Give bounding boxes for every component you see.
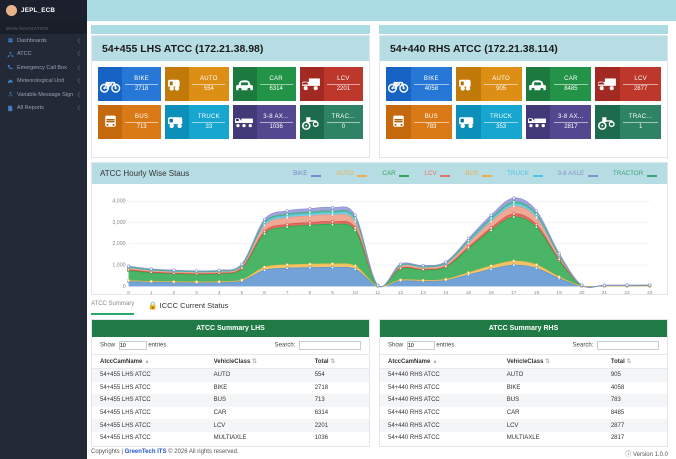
svg-text:8: 8: [309, 290, 312, 296]
svg-text:6: 6: [263, 290, 266, 296]
svg-text:23: 23: [647, 290, 653, 296]
svg-text:3,000: 3,000: [112, 220, 125, 226]
svg-text:16: 16: [488, 290, 494, 296]
svg-text:9: 9: [331, 290, 334, 296]
svg-text:0: 0: [123, 284, 126, 290]
svg-text:10: 10: [352, 290, 358, 296]
svg-text:1,000: 1,000: [112, 263, 125, 269]
svg-text:13: 13: [420, 290, 426, 296]
svg-text:1: 1: [150, 290, 153, 296]
svg-text:2: 2: [173, 290, 176, 296]
svg-text:0: 0: [127, 290, 130, 296]
svg-text:20: 20: [579, 290, 585, 296]
svg-text:18: 18: [534, 290, 540, 296]
svg-text:7: 7: [286, 290, 289, 296]
svg-text:21: 21: [602, 290, 608, 296]
svg-text:14: 14: [443, 290, 449, 296]
svg-text:4,000: 4,000: [112, 199, 125, 205]
svg-text:11: 11: [375, 290, 380, 296]
svg-text:5: 5: [241, 290, 244, 296]
svg-text:19: 19: [556, 290, 562, 296]
svg-text:17: 17: [511, 290, 517, 296]
svg-text:22: 22: [624, 290, 630, 296]
svg-text:3: 3: [195, 290, 198, 296]
svg-text:12: 12: [398, 290, 404, 296]
svg-text:15: 15: [466, 290, 472, 296]
svg-text:4: 4: [218, 290, 221, 296]
svg-text:2,000: 2,000: [112, 241, 125, 247]
